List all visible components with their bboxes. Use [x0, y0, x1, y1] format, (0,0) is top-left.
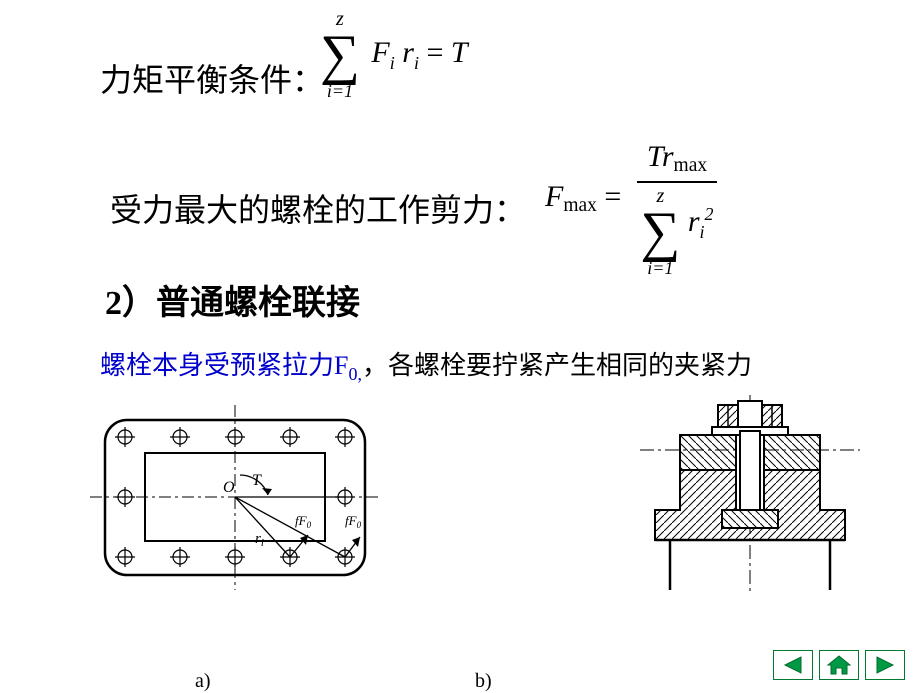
- home-icon: [825, 654, 853, 676]
- bolt-section-diagram: [640, 395, 860, 595]
- fmax-fraction: Trmax z ∑ i=1 ri2: [637, 140, 717, 257]
- preload-note: 螺栓本身受预紧拉力F0,，各螺栓要拧紧产生相同的夹紧力: [100, 345, 752, 385]
- next-button[interactable]: [865, 650, 905, 680]
- label-ri: ri: [255, 531, 264, 549]
- fraction-numerator: Trmax: [637, 140, 717, 183]
- max-shear-label: 受力最大的螺栓的工作剪力：: [110, 185, 526, 231]
- moment-balance-label: 力矩平衡条件：: [100, 55, 324, 101]
- section-2-heading: 2）普通螺栓联接: [105, 275, 360, 324]
- label-T: T: [252, 472, 262, 489]
- sum-upper-limit: z: [336, 8, 344, 31]
- sigma-symbol-denom: z ∑ i=1: [640, 207, 680, 257]
- denom-body: ri2: [688, 204, 714, 243]
- sigma-symbol: z ∑ i=1: [320, 30, 360, 80]
- sum-body: Fi ri = T: [371, 36, 467, 74]
- label-O: O: [223, 479, 235, 496]
- flange-top-view-diagram: O T ri fF0 fF0: [90, 395, 380, 595]
- home-button[interactable]: [819, 650, 859, 680]
- nav-buttons: [773, 650, 905, 680]
- equation-moment-balance: z ∑ i=1 Fi ri = T: [320, 30, 468, 80]
- sum-lower-limit: i=1: [327, 81, 353, 102]
- label-fF0-2: fF0: [345, 513, 362, 530]
- prev-button[interactable]: [773, 650, 813, 680]
- triangle-left-icon: [779, 654, 807, 676]
- sum-lower-limit-2: i=1: [647, 258, 673, 279]
- fraction-denominator: z ∑ i=1 ri2: [637, 183, 717, 257]
- F0-symbol: F0,: [334, 351, 362, 380]
- fmax-lhs: Fmax =: [545, 180, 621, 217]
- slide: 力矩平衡条件： z ∑ i=1 Fi ri = T 受力最大的螺栓的工作剪力： …: [0, 0, 920, 690]
- sum-upper-limit-2: z: [656, 185, 664, 208]
- squared: 2: [705, 204, 714, 224]
- moment-balance-line: 力矩平衡条件：: [100, 55, 354, 101]
- triangle-right-icon: [871, 654, 899, 676]
- label-fF0-1: fF0: [295, 513, 312, 530]
- equation-fmax: Fmax = Trmax z ∑ i=1 ri2: [545, 140, 805, 257]
